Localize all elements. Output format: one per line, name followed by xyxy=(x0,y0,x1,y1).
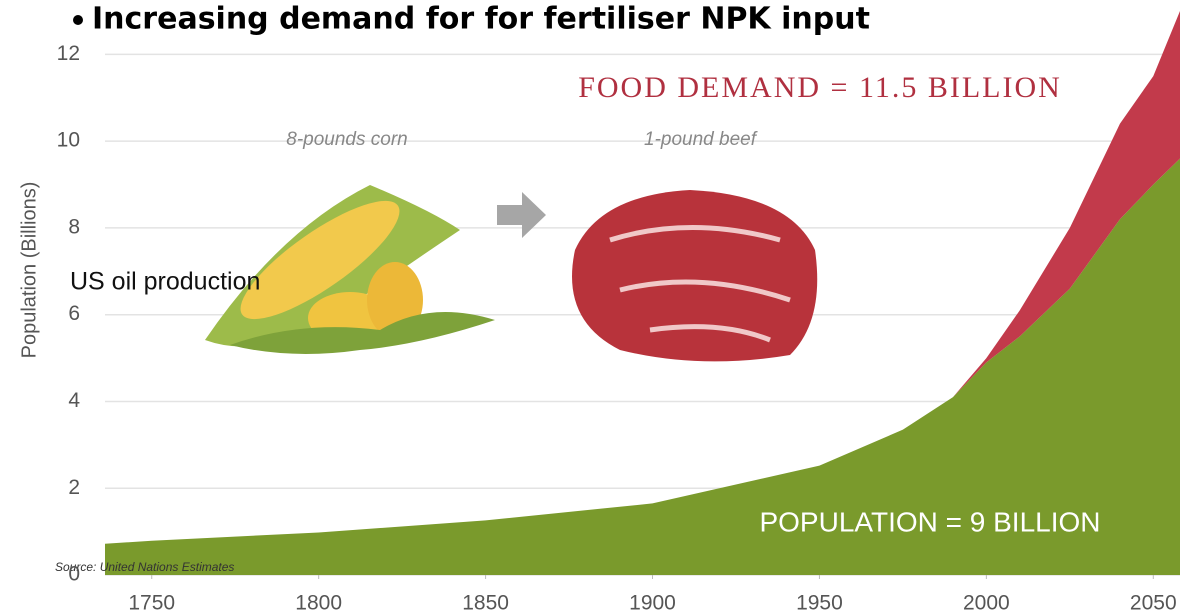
areas xyxy=(105,11,1180,575)
x-tick-label: 2000 xyxy=(963,592,1010,615)
x-tick-label: 1750 xyxy=(128,592,175,615)
beef-label: 1-pound beef xyxy=(644,129,758,150)
y-tick-label: 4 xyxy=(68,389,80,412)
source-note: Source: United Nations Estimates xyxy=(55,560,234,574)
beef-image xyxy=(572,190,818,362)
overlay-label: US oil production xyxy=(70,268,260,296)
y-axis-label: Population (Billions) xyxy=(18,182,40,359)
y-tick-label: 2 xyxy=(68,476,80,499)
x-tick-label: 2050 xyxy=(1130,592,1177,615)
x-tick-label: 1900 xyxy=(629,592,676,615)
arrow xyxy=(497,192,546,238)
y-tick-label: 12 xyxy=(57,42,80,65)
y-tick-label: 6 xyxy=(68,302,80,325)
y-tick-label: 0 xyxy=(68,563,80,586)
chart-title: Increasing demand for for fertiliser NPK… xyxy=(92,2,870,37)
x-tick-label: 1850 xyxy=(462,592,509,615)
corn-image xyxy=(205,185,495,354)
x-tick-label: 1800 xyxy=(295,592,342,615)
food-demand-label: FOOD DEMAND = 11.5 BILLION xyxy=(578,71,1062,104)
corn-label: 8-pounds corn xyxy=(286,129,407,150)
area xyxy=(105,158,1180,575)
y-tick-label: 8 xyxy=(68,215,80,238)
x-tick-label: 1950 xyxy=(796,592,843,615)
y-tick-label: 10 xyxy=(57,129,80,152)
bullet xyxy=(73,15,83,25)
population-label: POPULATION = 9 BILLION xyxy=(759,506,1100,537)
